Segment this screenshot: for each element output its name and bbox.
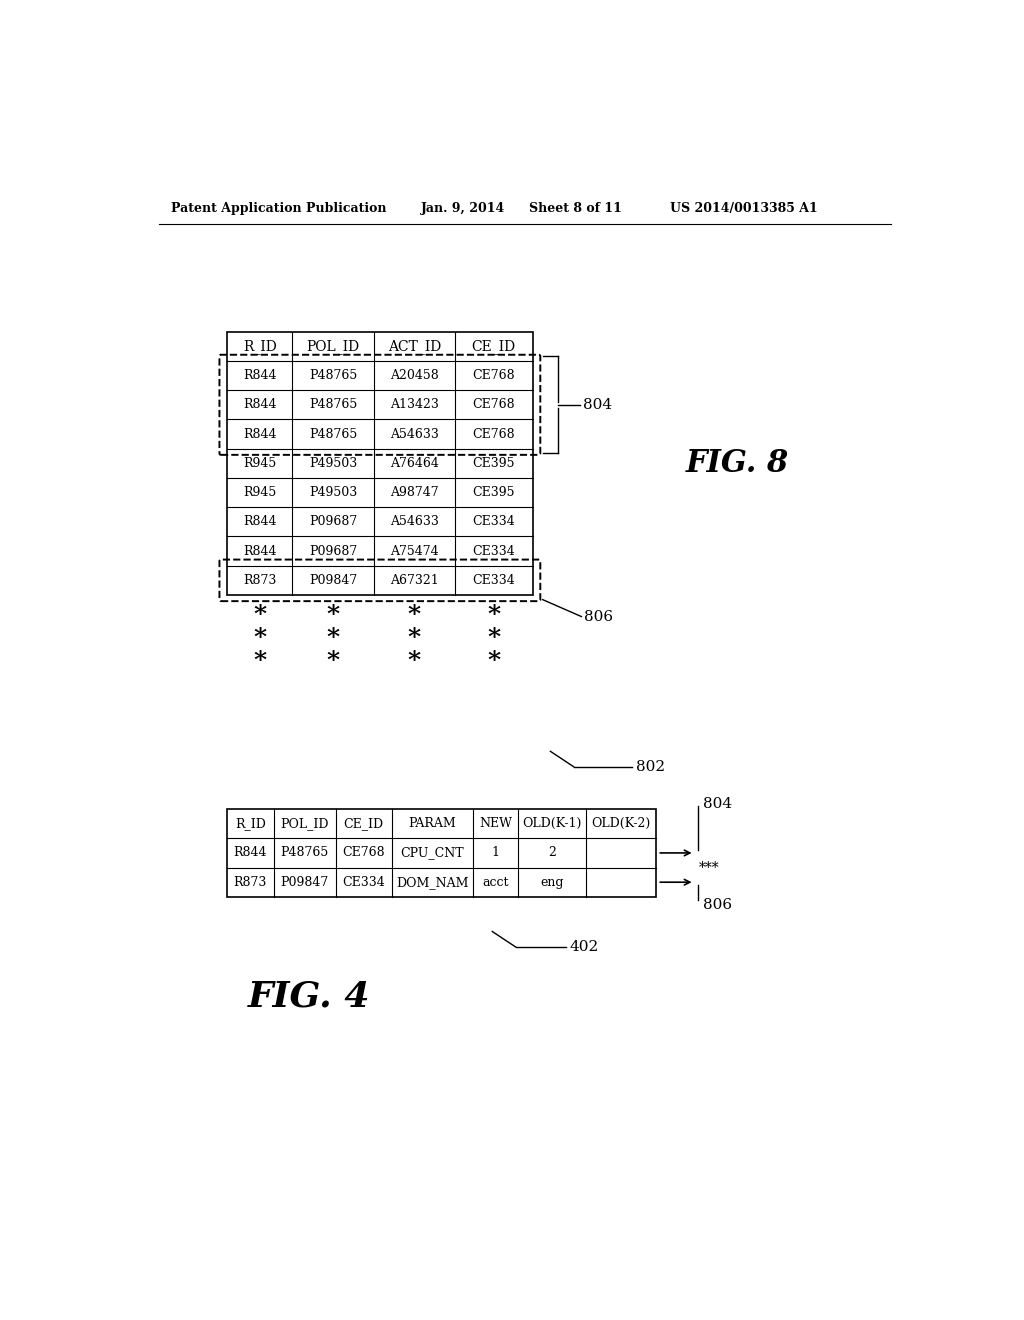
Text: 2: 2: [548, 846, 556, 859]
Text: eng: eng: [541, 875, 563, 888]
Text: *: *: [327, 603, 340, 627]
Bar: [227, 809, 655, 896]
Text: *: *: [327, 649, 340, 673]
Text: R844: R844: [243, 370, 276, 381]
Text: P09847: P09847: [309, 574, 357, 587]
Text: A13423: A13423: [390, 399, 439, 412]
Text: CE334: CE334: [472, 574, 515, 587]
Text: Sheet 8 of 11: Sheet 8 of 11: [528, 202, 622, 215]
Text: *: *: [327, 626, 340, 651]
Text: ***: ***: [698, 861, 719, 875]
Text: FIG. 4: FIG. 4: [248, 979, 371, 1014]
Text: P49503: P49503: [309, 457, 357, 470]
Text: CE334: CE334: [472, 545, 515, 557]
Text: *: *: [408, 626, 421, 651]
Text: 806: 806: [585, 610, 613, 623]
Text: CE334: CE334: [472, 515, 515, 528]
Text: P09687: P09687: [309, 515, 357, 528]
Text: P48765: P48765: [309, 399, 357, 412]
Text: R844: R844: [243, 545, 276, 557]
Text: DOM_NAM: DOM_NAM: [396, 875, 468, 888]
Text: R945: R945: [243, 486, 276, 499]
Text: Patent Application Publication: Patent Application Publication: [171, 202, 386, 215]
Text: CE334: CE334: [342, 875, 385, 888]
Text: *: *: [408, 603, 421, 627]
Text: CE768: CE768: [472, 399, 515, 412]
Text: A54633: A54633: [390, 515, 439, 528]
Text: R873: R873: [233, 875, 267, 888]
Text: *: *: [408, 649, 421, 673]
Text: CE_ID: CE_ID: [343, 817, 384, 830]
Text: CE768: CE768: [472, 370, 515, 381]
Text: CPU_CNT: CPU_CNT: [400, 846, 464, 859]
Text: 402: 402: [569, 940, 599, 954]
Text: *: *: [487, 603, 501, 627]
Text: CE_ID: CE_ID: [472, 339, 516, 354]
Text: 806: 806: [703, 899, 732, 912]
Text: R_ID: R_ID: [236, 817, 266, 830]
Text: A20458: A20458: [390, 370, 438, 381]
Text: *: *: [253, 626, 266, 651]
Text: P48765: P48765: [309, 428, 357, 441]
Text: ACT_ID: ACT_ID: [388, 339, 441, 354]
Text: NEW: NEW: [479, 817, 512, 830]
Text: 802: 802: [636, 760, 665, 774]
Text: P09687: P09687: [309, 545, 357, 557]
Text: R_ID: R_ID: [243, 339, 276, 354]
Text: *: *: [487, 626, 501, 651]
Text: A76464: A76464: [390, 457, 439, 470]
Text: R844: R844: [233, 846, 267, 859]
Text: POL_ID: POL_ID: [306, 339, 359, 354]
Text: R844: R844: [243, 515, 276, 528]
Text: PARAM: PARAM: [409, 817, 456, 830]
Text: *: *: [253, 649, 266, 673]
Text: R844: R844: [243, 399, 276, 412]
Text: CE395: CE395: [472, 486, 515, 499]
Text: P48765: P48765: [281, 846, 329, 859]
Text: R844: R844: [243, 428, 276, 441]
Text: P09847: P09847: [281, 875, 329, 888]
Text: A75474: A75474: [390, 545, 438, 557]
Text: P49503: P49503: [309, 486, 357, 499]
Text: CE395: CE395: [472, 457, 515, 470]
Bar: [227, 331, 532, 595]
Text: R945: R945: [243, 457, 276, 470]
Text: US 2014/0013385 A1: US 2014/0013385 A1: [671, 202, 818, 215]
Text: 804: 804: [583, 397, 612, 412]
Text: 804: 804: [703, 797, 732, 812]
Text: A54633: A54633: [390, 428, 439, 441]
Text: R873: R873: [243, 574, 276, 587]
Text: CE768: CE768: [342, 846, 385, 859]
Text: OLD(K-1): OLD(K-1): [522, 817, 582, 830]
Text: A98747: A98747: [390, 486, 438, 499]
Text: A67321: A67321: [390, 574, 438, 587]
Text: Jan. 9, 2014: Jan. 9, 2014: [421, 202, 505, 215]
Text: *: *: [253, 603, 266, 627]
Text: 1: 1: [492, 846, 500, 859]
Text: P48765: P48765: [309, 370, 357, 381]
Text: acct: acct: [482, 875, 509, 888]
Text: CE768: CE768: [472, 428, 515, 441]
Text: FIG. 8: FIG. 8: [686, 447, 790, 479]
Text: *: *: [487, 649, 501, 673]
Text: OLD(K-2): OLD(K-2): [591, 817, 650, 830]
Text: POL_ID: POL_ID: [281, 817, 329, 830]
